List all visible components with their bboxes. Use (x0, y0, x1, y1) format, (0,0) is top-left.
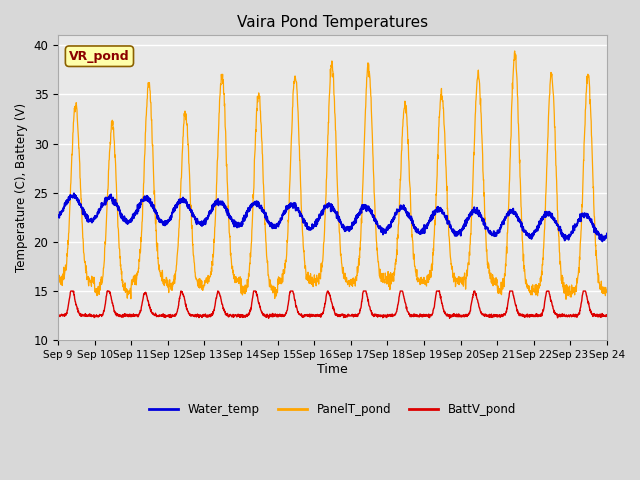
BattV_pond (570, 313, 578, 319)
BattV_pond (349, 312, 356, 318)
Line: BattV_pond: BattV_pond (58, 291, 607, 318)
Water_temp (207, 209, 215, 215)
BattV_pond (555, 312, 563, 318)
PanelT_pond (207, 271, 215, 276)
Legend: Water_temp, PanelT_pond, BattV_pond: Water_temp, PanelT_pond, BattV_pond (144, 398, 521, 420)
Water_temp (492, 233, 500, 239)
PanelT_pond (562, 296, 570, 302)
Text: VR_pond: VR_pond (69, 50, 130, 63)
Water_temp (70, 191, 77, 196)
PanelT_pond (492, 282, 500, 288)
Title: Vaira Pond Temperatures: Vaira Pond Temperatures (237, 15, 428, 30)
BattV_pond (603, 312, 611, 318)
Water_temp (598, 239, 606, 244)
PanelT_pond (511, 48, 518, 54)
Line: PanelT_pond: PanelT_pond (58, 51, 607, 299)
BattV_pond (207, 313, 215, 319)
Water_temp (570, 226, 578, 232)
PanelT_pond (348, 276, 356, 282)
Water_temp (603, 231, 611, 237)
Line: Water_temp: Water_temp (58, 193, 607, 241)
Water_temp (349, 222, 356, 228)
BattV_pond (493, 313, 500, 319)
Water_temp (54, 214, 62, 219)
PanelT_pond (555, 233, 563, 239)
PanelT_pond (54, 279, 62, 285)
X-axis label: Time: Time (317, 363, 348, 376)
PanelT_pond (360, 145, 368, 151)
BattV_pond (360, 288, 368, 294)
Y-axis label: Temperature (C), Battery (V): Temperature (C), Battery (V) (15, 103, 28, 272)
BattV_pond (54, 312, 62, 317)
PanelT_pond (603, 290, 611, 296)
Water_temp (360, 204, 368, 209)
Water_temp (555, 225, 563, 230)
BattV_pond (445, 315, 453, 321)
PanelT_pond (570, 289, 578, 295)
BattV_pond (67, 288, 75, 294)
